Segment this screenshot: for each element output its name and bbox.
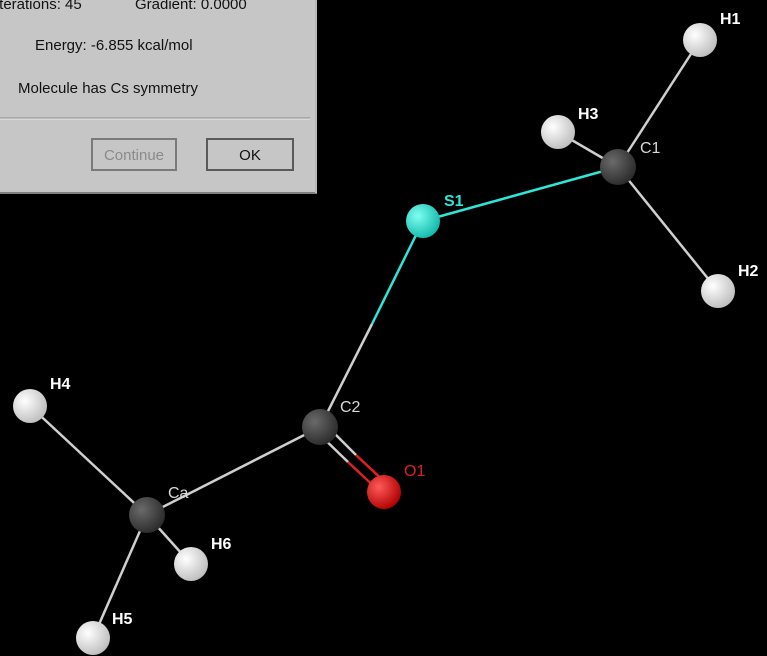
atom[interactable] [406, 204, 440, 238]
atom[interactable] [174, 547, 208, 581]
dialog-text: Molecule has Cs symmetry [18, 80, 199, 97]
dialog-text: Gradient: 0.0000 [135, 0, 247, 13]
dialog: Iterations: 45 Gradient: 0.0000 Energy: … [0, 0, 316, 193]
atom[interactable] [129, 497, 165, 533]
atom-label: H1 [720, 11, 741, 28]
page: {"dialog": {"lines": ["Iterations: 45", … [0, 0, 767, 656]
atom-label: O1 [404, 463, 425, 480]
atom[interactable] [541, 115, 575, 149]
atom-label: H4 [50, 376, 71, 393]
atom[interactable] [302, 409, 338, 445]
dialog-text: Iterations: 45 [0, 0, 82, 13]
atom[interactable] [701, 274, 735, 308]
button-label[interactable]: Continue [104, 147, 164, 164]
viewer: H1 H3 C1 S1 H2 H4 C2 O1 Ca H6 H5 Iterati… [0, 0, 767, 656]
button-label[interactable]: OK [239, 147, 261, 164]
atom[interactable] [13, 389, 47, 423]
atom[interactable] [683, 23, 717, 57]
bond [618, 167, 718, 291]
atom[interactable] [600, 149, 636, 185]
atom-label: H6 [211, 536, 232, 553]
bond [30, 406, 147, 515]
atom-label: S1 [444, 193, 464, 210]
dialog-text: Energy: -6.855 kcal/mol [35, 37, 193, 54]
bond [372, 221, 423, 324]
atom-label: H2 [738, 263, 759, 280]
atom-label: C2 [340, 399, 361, 416]
atom-label: H3 [578, 106, 599, 123]
atom-label: C1 [640, 140, 661, 157]
atom-label: Ca [168, 485, 189, 502]
atom[interactable] [367, 475, 401, 509]
atom-label: H5 [112, 611, 133, 628]
atom[interactable] [76, 621, 110, 655]
